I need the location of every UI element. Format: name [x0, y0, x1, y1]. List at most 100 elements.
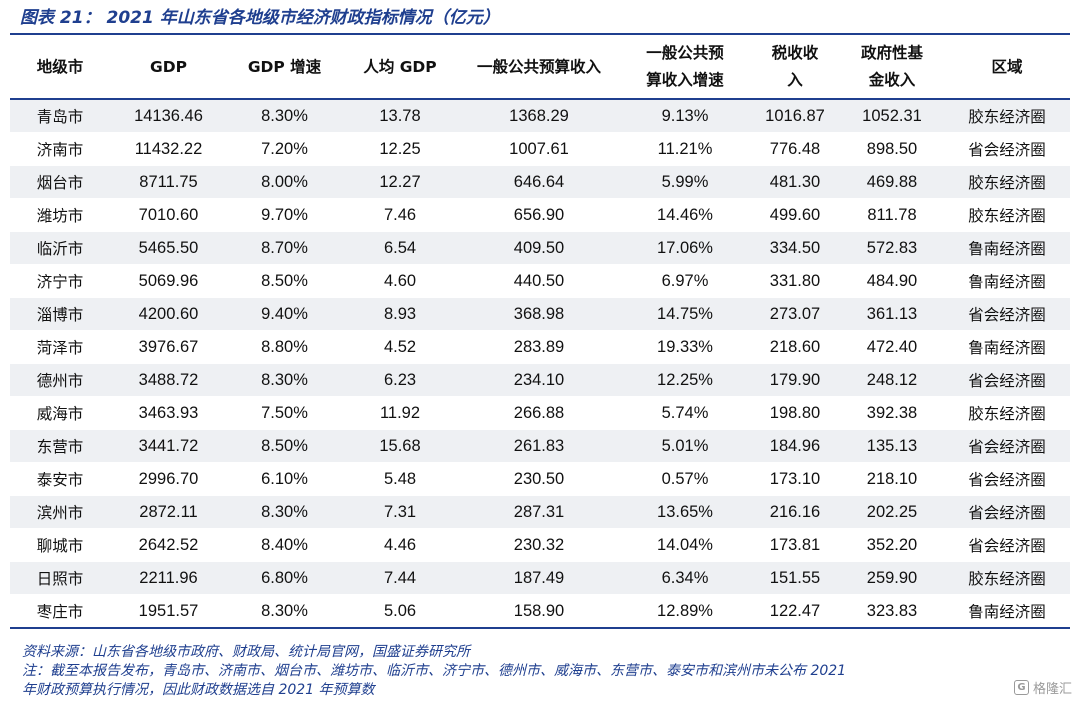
- cell-general-budget-revenue-growth: 17.06%: [620, 231, 750, 265]
- table-row: 青岛市 14136.46 8.30% 13.78 1368.29 9.13% 1016.87…: [10, 99, 1070, 133]
- cell-general-budget-revenue: 266.88: [458, 396, 620, 430]
- cell-gdp: 2872.11: [110, 495, 227, 529]
- cell-fund-revenue: 218.10: [840, 462, 944, 496]
- cell-region: 省会经济圈: [944, 363, 1070, 397]
- cell-gdp: 4200.60: [110, 297, 227, 331]
- cell-per-capita-gdp: 7.46: [342, 198, 458, 232]
- economic-indicators-table: 地级市 GDP GDP 增速 人均 GDP 一般公共预算收入 一般公共预 算收入增…: [10, 36, 1070, 629]
- table-row: 泰安市 2996.70 6.10% 5.48 230.50 0.57% 173.10 218.…: [10, 462, 1070, 496]
- cell-general-budget-revenue: 287.31: [458, 495, 620, 529]
- cell-tax-revenue: 173.81: [750, 528, 840, 562]
- top-divider: [10, 33, 1070, 35]
- cell-region: 省会经济圈: [944, 462, 1070, 496]
- cell-city: 滨州市: [10, 495, 110, 529]
- cell-city: 威海市: [10, 396, 110, 430]
- watermark: G 格隆汇: [1013, 678, 1072, 697]
- cell-general-budget-revenue: 230.32: [458, 528, 620, 562]
- cell-gdp-growth: 8.70%: [227, 231, 342, 265]
- cell-general-budget-revenue-growth: 19.33%: [620, 330, 750, 364]
- cell-per-capita-gdp: 15.68: [342, 429, 458, 463]
- table-row: 枣庄市 1951.57 8.30% 5.06 158.90 12.89% 122.47 323…: [10, 594, 1070, 629]
- cell-gdp-growth: 8.30%: [227, 99, 342, 133]
- header-row: 地级市 GDP GDP 增速 人均 GDP 一般公共预算收入 一般公共预 算收入增…: [10, 36, 1070, 100]
- cell-per-capita-gdp: 7.44: [342, 561, 458, 595]
- cell-general-budget-revenue: 187.49: [458, 561, 620, 595]
- cell-city: 潍坊市: [10, 198, 110, 232]
- cell-gdp: 7010.60: [110, 198, 227, 232]
- table-row: 日照市 2211.96 6.80% 7.44 187.49 6.34% 151.55 259.…: [10, 561, 1070, 595]
- table-row: 济宁市 5069.96 8.50% 4.60 440.50 6.97% 331.80 484.…: [10, 264, 1070, 298]
- cell-region: 胶东经济圈: [944, 99, 1070, 133]
- cell-tax-revenue: 122.47: [750, 594, 840, 629]
- cell-tax-revenue: 179.90: [750, 363, 840, 397]
- cell-gdp: 2211.96: [110, 561, 227, 595]
- cell-per-capita-gdp: 4.52: [342, 330, 458, 364]
- cell-tax-revenue: 499.60: [750, 198, 840, 232]
- cell-gdp-growth: 8.50%: [227, 264, 342, 298]
- cell-general-budget-revenue-growth: 9.13%: [620, 99, 750, 133]
- cell-general-budget-revenue-growth: 6.34%: [620, 561, 750, 595]
- cell-per-capita-gdp: 8.93: [342, 297, 458, 331]
- cell-region: 省会经济圈: [944, 528, 1070, 562]
- cell-city: 淄博市: [10, 297, 110, 331]
- cell-fund-revenue: 248.12: [840, 363, 944, 397]
- cell-tax-revenue: 151.55: [750, 561, 840, 595]
- page-title: 图表 21： 2021 年山东省各地级市经济财政指标情况（亿元）: [20, 8, 500, 28]
- cell-general-budget-revenue: 158.90: [458, 594, 620, 629]
- footnote-line-2: 年财政预算执行情况，因此财政数据选自 2021 年预算数: [22, 682, 375, 698]
- header-general-budget-revenue-growth: 一般公共预 算收入增速: [620, 36, 750, 100]
- cell-fund-revenue: 135.13: [840, 429, 944, 463]
- cell-city: 泰安市: [10, 462, 110, 496]
- cell-general-budget-revenue-growth: 5.99%: [620, 165, 750, 199]
- cell-region: 胶东经济圈: [944, 198, 1070, 232]
- cell-gdp-growth: 7.20%: [227, 132, 342, 166]
- cell-tax-revenue: 173.10: [750, 462, 840, 496]
- cell-region: 胶东经济圈: [944, 396, 1070, 430]
- cell-region: 胶东经济圈: [944, 165, 1070, 199]
- cell-per-capita-gdp: 5.48: [342, 462, 458, 496]
- cell-general-budget-revenue-growth: 12.25%: [620, 363, 750, 397]
- cell-gdp-growth: 9.70%: [227, 198, 342, 232]
- header-per-capita-gdp: 人均 GDP: [342, 36, 458, 100]
- source-note: 资料来源：山东省各地级市政府、财政局、统计局官网，国盛证券研究所: [22, 644, 470, 660]
- header-gdp-growth: GDP 增速: [227, 36, 342, 100]
- header-city: 地级市: [10, 36, 110, 100]
- cell-general-budget-revenue: 646.64: [458, 165, 620, 199]
- table-row: 东营市 3441.72 8.50% 15.68 261.83 5.01% 184.96 135…: [10, 429, 1070, 463]
- cell-city: 日照市: [10, 561, 110, 595]
- cell-per-capita-gdp: 6.54: [342, 231, 458, 265]
- cell-city: 德州市: [10, 363, 110, 397]
- cell-general-budget-revenue: 1368.29: [458, 99, 620, 133]
- cell-gdp: 1951.57: [110, 594, 227, 629]
- cell-gdp-growth: 7.50%: [227, 396, 342, 430]
- cell-tax-revenue: 334.50: [750, 231, 840, 265]
- cell-fund-revenue: 811.78: [840, 198, 944, 232]
- cell-gdp-growth: 8.00%: [227, 165, 342, 199]
- cell-city: 聊城市: [10, 528, 110, 562]
- cell-region: 鲁南经济圈: [944, 231, 1070, 265]
- cell-city: 菏泽市: [10, 330, 110, 364]
- cell-fund-revenue: 202.25: [840, 495, 944, 529]
- cell-general-budget-revenue-growth: 13.65%: [620, 495, 750, 529]
- header-tax-revenue: 税收收入: [750, 36, 840, 100]
- cell-region: 省会经济圈: [944, 429, 1070, 463]
- cell-region: 鲁南经济圈: [944, 330, 1070, 364]
- cell-per-capita-gdp: 5.06: [342, 594, 458, 629]
- cell-gdp: 14136.46: [110, 99, 227, 133]
- cell-general-budget-revenue: 409.50: [458, 231, 620, 265]
- cell-gdp-growth: 9.40%: [227, 297, 342, 331]
- cell-gdp-growth: 8.80%: [227, 330, 342, 364]
- table-row: 滨州市 2872.11 8.30% 7.31 287.31 13.65% 216.16 202…: [10, 495, 1070, 529]
- cell-fund-revenue: 484.90: [840, 264, 944, 298]
- cell-gdp-growth: 6.10%: [227, 462, 342, 496]
- cell-tax-revenue: 216.16: [750, 495, 840, 529]
- cell-fund-revenue: 392.38: [840, 396, 944, 430]
- cell-per-capita-gdp: 7.31: [342, 495, 458, 529]
- table-row: 淄博市 4200.60 9.40% 8.93 368.98 14.75% 273.07 361…: [10, 297, 1070, 331]
- cell-general-budget-revenue: 230.50: [458, 462, 620, 496]
- cell-region: 鲁南经济圈: [944, 264, 1070, 298]
- cell-general-budget-revenue: 1007.61: [458, 132, 620, 166]
- cell-per-capita-gdp: 4.46: [342, 528, 458, 562]
- cell-gdp: 2996.70: [110, 462, 227, 496]
- cell-gdp: 3463.93: [110, 396, 227, 430]
